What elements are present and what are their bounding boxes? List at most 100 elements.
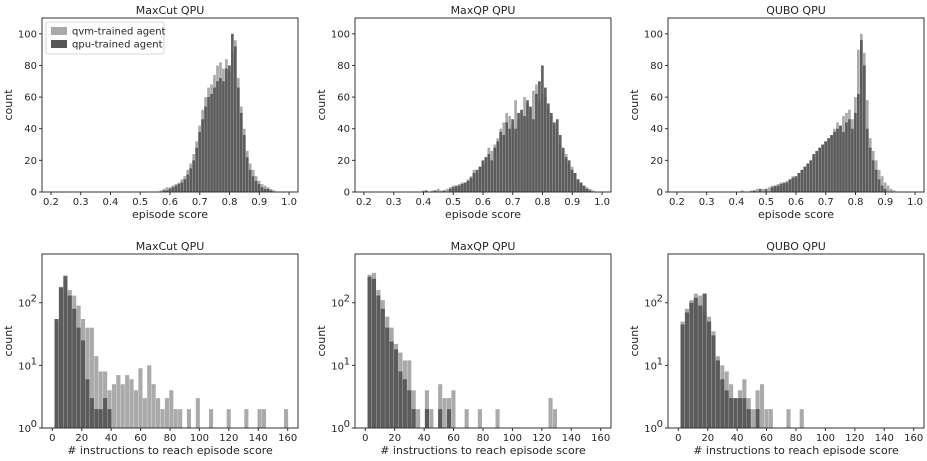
qvm-bar <box>786 409 791 428</box>
qpu-bar <box>204 106 207 192</box>
plot-frame <box>667 17 925 193</box>
legend: qvm-trained agent qpu-trained agent <box>45 21 166 55</box>
qvm-bar <box>261 409 267 428</box>
qpu-bar <box>80 340 86 428</box>
qpu-bar <box>818 147 822 192</box>
y-tick-label: 10 <box>644 424 657 435</box>
y-axis-title: count <box>315 89 328 121</box>
y-tick-exponent: 0 <box>657 419 663 430</box>
qpu-bar <box>236 87 240 192</box>
y-tick-exponent: 1 <box>657 356 663 367</box>
qpu-bar <box>806 163 810 192</box>
bars <box>159 33 276 193</box>
y-tick-label: 100 <box>18 29 37 40</box>
qvm-bar <box>892 190 896 192</box>
panel-title: QUBO QPU <box>766 4 826 17</box>
legend-swatch-qvm <box>51 27 67 35</box>
qvm-bar <box>186 409 192 428</box>
qpu-bar <box>776 185 780 192</box>
qvm-bar <box>272 190 276 192</box>
x-tick-label: 80 <box>477 433 490 444</box>
y-tick-label: 60 <box>650 93 663 104</box>
qpu-bar <box>576 179 580 192</box>
y-tick-label: 0 <box>344 188 350 199</box>
qpu-bar <box>779 184 783 192</box>
qpu-bar <box>85 379 90 428</box>
y-axis-title: count <box>315 325 328 357</box>
x-tick-label: 0.2 <box>669 197 685 208</box>
qpu-bar <box>857 93 860 192</box>
qpu-bar <box>460 184 464 192</box>
x-tick-label: 0.8 <box>848 197 864 208</box>
y-tick-label: 60 <box>24 93 37 104</box>
qpu-bar <box>472 173 476 192</box>
qpu-bar <box>511 119 514 192</box>
qpu-bar <box>720 379 725 428</box>
legend-label-qpu: qpu-trained agent <box>72 40 163 51</box>
qpu-bar <box>733 398 738 428</box>
y-tick-label: 100 <box>331 29 350 40</box>
qpu-bar <box>210 93 213 192</box>
y-tick-label: 20 <box>650 156 663 167</box>
x-tick-label: 160 <box>904 433 923 444</box>
qpu-bar <box>689 302 694 428</box>
qpu-bar <box>213 87 216 192</box>
qvm-bar <box>495 409 500 428</box>
qpu-bar <box>755 409 760 428</box>
qpu-bar <box>839 125 842 192</box>
qpu-bar <box>833 131 836 192</box>
qpu-bar <box>242 135 246 192</box>
qpu-bar <box>380 308 385 428</box>
x-tick-label: 160 <box>591 433 610 444</box>
qpu-bar <box>174 185 178 192</box>
qvm-bar <box>883 182 887 192</box>
qpu-bar <box>865 128 869 192</box>
x-axis-title: # instructions to reach episode score <box>380 444 586 457</box>
x-tick-label: 0.6 <box>475 197 491 208</box>
qpu-bar <box>183 179 187 192</box>
qpu-bar <box>469 177 473 192</box>
bars <box>54 275 289 428</box>
panel-title: MaxQP QPU <box>451 4 516 17</box>
y-tick-label: 10 <box>331 361 344 372</box>
x-tick-label: 60 <box>447 433 460 444</box>
qpu-bar <box>874 169 878 192</box>
qvm-bar <box>749 190 753 192</box>
qpu-bar <box>393 349 399 428</box>
qpu-bar <box>558 135 562 192</box>
x-tick-label: 40 <box>105 433 118 444</box>
qpu-bar <box>711 335 716 428</box>
y-tick-label: 80 <box>337 61 350 72</box>
qpu-bar <box>192 160 196 192</box>
qpu-bar <box>552 122 556 192</box>
qvm-bar <box>129 379 134 428</box>
bars <box>421 65 595 192</box>
x-tick-label: 120 <box>219 433 238 444</box>
qvm-bar <box>151 384 156 428</box>
qpu-bar <box>98 409 103 428</box>
x-tick-label: 20 <box>75 433 88 444</box>
legend-label-qvm: qvm-trained agent <box>72 27 166 38</box>
panel-qubo-score: 0.2 0.3 0.4 0.5 0.6 0.7 0.8 0.9 1.0 0 20 40 60 80 100 Q… <box>628 4 925 221</box>
qpu-bar <box>854 112 857 192</box>
qpu-bar <box>851 128 854 192</box>
qpu-bar <box>698 305 703 428</box>
x-axis-title: # instructions to reach episode score <box>693 444 899 457</box>
qvm-bar <box>768 409 773 428</box>
qpu-bar <box>803 166 807 192</box>
qpu-bar <box>389 341 394 428</box>
qpu-bar <box>758 188 762 192</box>
qpu-bar <box>794 176 798 192</box>
qpu-bar <box>186 174 190 192</box>
qpu-bar <box>433 190 437 192</box>
y-tick-label: 10 <box>644 299 657 310</box>
x-tick-label: 0.4 <box>416 197 432 208</box>
y-tick-exponent: 2 <box>31 294 37 305</box>
qpu-bar <box>729 398 734 428</box>
qpu-bar <box>438 409 443 428</box>
qpu-bar <box>582 185 586 192</box>
qpu-bar <box>782 182 786 192</box>
x-tick-label: 80 <box>790 433 803 444</box>
qvm-bar <box>755 188 759 192</box>
